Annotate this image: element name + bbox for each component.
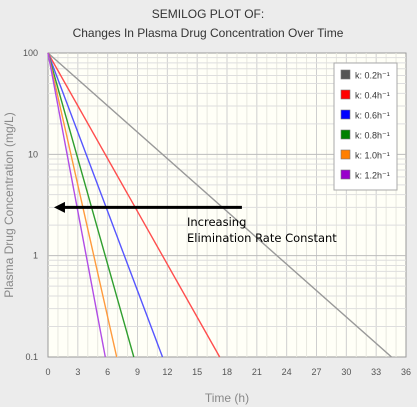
legend-label: k: 0.8h⁻¹ <box>355 131 390 141</box>
y-tick-label: 0.1 <box>25 352 38 362</box>
y-tick-label: 100 <box>23 48 38 58</box>
x-tick-label: 36 <box>401 367 411 377</box>
x-tick-label: 15 <box>192 367 202 377</box>
legend-swatch <box>340 109 351 120</box>
x-tick-label: 24 <box>282 367 292 377</box>
legend-label: k: 1.2h⁻¹ <box>355 171 390 181</box>
y-tick-label: 1 <box>33 251 38 261</box>
annotation-line-1: Increasing <box>187 215 246 229</box>
legend-label: k: 0.4h⁻¹ <box>355 91 390 101</box>
x-tick-label: 18 <box>222 367 232 377</box>
series-line <box>47 52 392 358</box>
series-line <box>47 52 118 358</box>
x-tick-label: 9 <box>135 367 140 377</box>
annotation-arrowhead <box>53 201 65 213</box>
legend-swatch <box>340 169 351 180</box>
x-tick-label: 21 <box>252 367 262 377</box>
legend-swatch <box>340 129 351 140</box>
annotation: Increasing Elimination Rate Constant <box>53 201 337 245</box>
series-line <box>47 52 106 358</box>
x-tick-label: 27 <box>311 367 321 377</box>
x-tick-label: 6 <box>105 367 110 377</box>
x-tick-label: 33 <box>371 367 381 377</box>
series-group <box>47 52 392 358</box>
y-tick-label: 10 <box>28 149 38 159</box>
series-line <box>47 52 164 358</box>
legend-label: k: 0.2h⁻¹ <box>355 71 390 81</box>
legend-label: k: 0.6h⁻¹ <box>355 111 390 121</box>
legend: k: 0.2h⁻¹ k: 0.4h⁻¹ k: 0.6h⁻¹ k: 0.8h⁻¹ k: 1… <box>333 62 398 191</box>
chart-subtitle: Changes In Plasma Drug Concentration Ove… <box>73 26 344 40</box>
x-tick-label: 30 <box>341 367 351 377</box>
x-axis-label: Time (h) <box>205 391 249 405</box>
annotation-line-2: Elimination Rate Constant <box>187 231 337 245</box>
series-line <box>47 52 221 358</box>
x-tick-label: 0 <box>45 367 50 377</box>
legend-swatch <box>340 149 351 160</box>
series-line <box>47 52 135 358</box>
legend-label: k: 1.0h⁻¹ <box>355 151 390 161</box>
y-axis-label: Plasma Drug Concentration (mg/L) <box>2 112 16 297</box>
legend-swatch <box>340 89 351 100</box>
x-tick-label: 12 <box>162 367 172 377</box>
legend-swatch <box>340 69 351 80</box>
chart-title: SEMILOG PLOT OF: <box>152 7 264 21</box>
legend-box <box>333 62 398 191</box>
x-tick-label: 3 <box>75 367 80 377</box>
